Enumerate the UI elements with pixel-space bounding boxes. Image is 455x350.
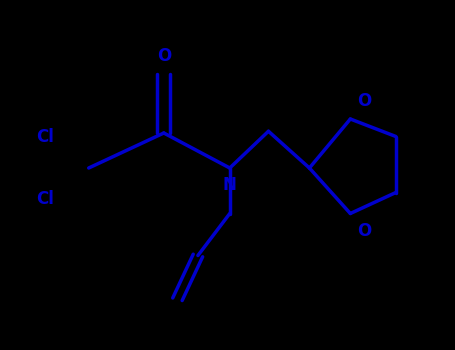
Text: Cl: Cl	[36, 190, 55, 209]
Text: N: N	[223, 176, 237, 195]
Text: O: O	[157, 47, 171, 65]
Text: O: O	[357, 92, 371, 111]
Text: Cl: Cl	[36, 127, 55, 146]
Text: O: O	[357, 222, 371, 240]
